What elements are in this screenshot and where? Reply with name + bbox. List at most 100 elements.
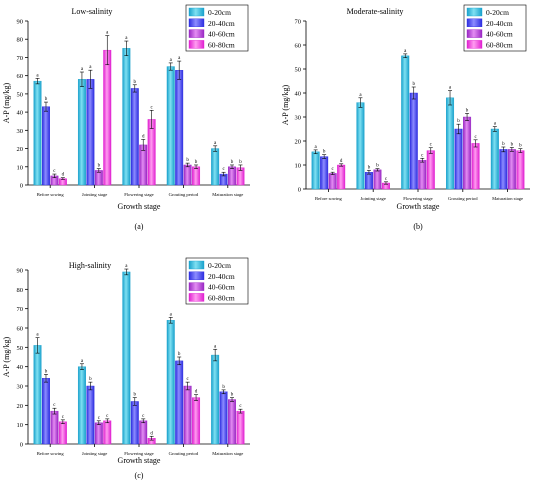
bar [175, 360, 184, 445]
x-tick-label: Jointing stage [82, 451, 107, 456]
legend-label: 0-20cm [208, 261, 231, 270]
significance-letter: b [89, 377, 92, 382]
chart-title: High-salinity [69, 261, 111, 270]
legend-label: 60-80cm [208, 40, 235, 49]
x-axis-label: Growth stage [118, 456, 161, 465]
bar [183, 164, 192, 186]
x-tick-label: Before sowing [37, 451, 65, 456]
significance-letter: b [98, 164, 101, 169]
significance-letter: b [519, 144, 522, 149]
x-axis-label: Growth stage [397, 202, 440, 211]
bar [166, 320, 175, 445]
bar [94, 170, 103, 186]
x-tick-label: Maturation stage [492, 196, 523, 201]
significance-letter: c [151, 105, 154, 110]
significance-letter: c [53, 169, 56, 174]
x-tick-label: Before sowing [37, 192, 65, 197]
significance-letter: b [45, 97, 48, 102]
significance-letter: b [368, 165, 371, 170]
significance-letter: a [170, 312, 173, 317]
significance-letter: a [214, 344, 217, 349]
y-tick-label: 70 [17, 306, 24, 313]
x-tick-label: Maturation stage [212, 451, 243, 456]
legend-label: 20-40cm [486, 19, 513, 28]
significance-letter: c [385, 177, 388, 182]
bar [183, 385, 192, 445]
legend-label: 20-40cm [208, 19, 235, 28]
significance-letter: b [412, 82, 415, 87]
bar [211, 354, 220, 445]
significance-letter: c [142, 414, 145, 419]
significance-letter: a [178, 56, 181, 61]
y-axis-label: A-P (mg/kg) [281, 84, 290, 125]
legend-swatch [466, 18, 483, 27]
significance-letter: a [81, 359, 84, 364]
bar [463, 116, 472, 190]
significance-letter: c [187, 377, 190, 382]
legend-label: 40-60cm [486, 30, 513, 39]
legend-swatch [188, 18, 205, 27]
significance-letter: c [332, 167, 335, 172]
legend-swatch [188, 282, 205, 291]
y-tick-label: 10 [17, 164, 24, 171]
significance-letter: a [494, 122, 497, 127]
significance-letter: a [404, 49, 407, 54]
y-tick-label: 80 [17, 37, 24, 44]
significance-letter: a [81, 67, 84, 72]
significance-letter: b [376, 164, 379, 169]
bar [471, 143, 480, 190]
bar [320, 156, 329, 190]
legend-swatch [188, 40, 205, 49]
y-tick-label: 80 [17, 287, 24, 294]
bar [219, 391, 228, 445]
y-tick-label: 90 [17, 268, 24, 275]
significance-letter: d [150, 431, 153, 436]
y-tick-label: 20 [17, 403, 24, 410]
x-tick-label: Flowering stage [124, 192, 153, 197]
bar [77, 366, 86, 445]
bar [77, 79, 86, 186]
bar [58, 421, 67, 445]
significance-letter: b [511, 142, 514, 147]
legend-swatch [466, 7, 483, 17]
bar [490, 128, 499, 190]
significance-letter: b [502, 142, 505, 147]
y-tick-label: 10 [295, 163, 302, 170]
significance-letter: c [106, 414, 109, 419]
bar [50, 410, 59, 445]
significance-letter: b [178, 352, 181, 357]
y-tick-label: 20 [295, 139, 302, 146]
bar [228, 399, 236, 445]
x-tick-label: Before sowing [315, 196, 343, 201]
significance-letter: c [474, 135, 477, 140]
significance-letter: d [195, 390, 198, 395]
legend-label: 0-20cm [486, 8, 509, 17]
bar [147, 119, 156, 186]
bar [516, 150, 525, 190]
bar [130, 88, 139, 186]
bar [507, 149, 516, 190]
bar [192, 397, 201, 445]
y-tick-label: 90 [17, 19, 24, 26]
bar [86, 385, 95, 445]
y-tick-label: 50 [17, 345, 24, 352]
significance-letter: b [134, 393, 137, 398]
significance-letter: c [421, 153, 424, 158]
y-tick-label: 30 [17, 128, 24, 135]
bar [42, 106, 50, 186]
bar [373, 169, 382, 190]
significance-letter: a [315, 145, 318, 150]
bar [130, 401, 139, 445]
y-tick-label: 0 [298, 187, 301, 194]
legend-swatch [188, 293, 205, 302]
bar [166, 66, 175, 186]
significance-letter: d [142, 134, 145, 139]
significance-letter: b [45, 369, 48, 374]
panel-caption: (c) [135, 471, 144, 480]
x-tick-label: Grouting period [448, 196, 478, 201]
x-tick-label: Grouting period [169, 451, 199, 456]
legend-label: 40-60cm [208, 283, 235, 292]
y-tick-label: 60 [17, 73, 24, 80]
